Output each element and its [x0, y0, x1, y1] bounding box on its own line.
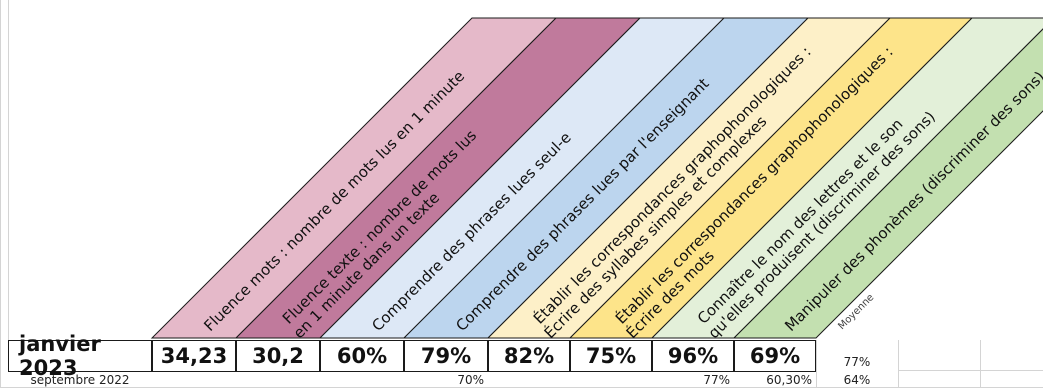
value-main-c1: 34,23 — [152, 340, 236, 372]
grid-row-line — [898, 370, 1043, 371]
grid-col-a — [8, 0, 9, 340]
value-previous-c6 — [570, 372, 652, 388]
value-previous-c1 — [152, 372, 236, 388]
header-band-c8 — [732, 28, 1043, 339]
value-previous-c8: 60,30% — [766, 373, 812, 387]
value-previous-c4: 70% — [457, 373, 484, 387]
header-band-c7 — [650, 17, 1043, 339]
value-previous-c2 — [236, 372, 320, 388]
value-main-c6: 75% — [570, 340, 652, 372]
grid-left-edge — [0, 0, 1, 388]
value-previous-c3 — [320, 372, 404, 388]
row-label-main: janvier 2023 — [8, 332, 152, 380]
value-main-c2: 30,2 — [236, 340, 320, 372]
value-main-c8: 69% — [734, 340, 816, 372]
value-previous-c5 — [488, 372, 570, 388]
value-previous-c7: 77% — [703, 373, 730, 387]
average-previous: 64% — [843, 373, 871, 387]
value-main-c7: 96% — [652, 340, 734, 372]
value-main-c4: 79% — [404, 340, 488, 372]
grid-col-avg-right — [898, 340, 899, 388]
row-label-previous: septembre 2022 — [30, 373, 130, 387]
value-main-c5: 82% — [488, 340, 570, 372]
grid-col-extra — [980, 340, 981, 388]
value-main-c3: 60% — [320, 340, 404, 372]
average-main: 77% — [843, 355, 871, 369]
grid-col-avg-left — [816, 340, 817, 388]
